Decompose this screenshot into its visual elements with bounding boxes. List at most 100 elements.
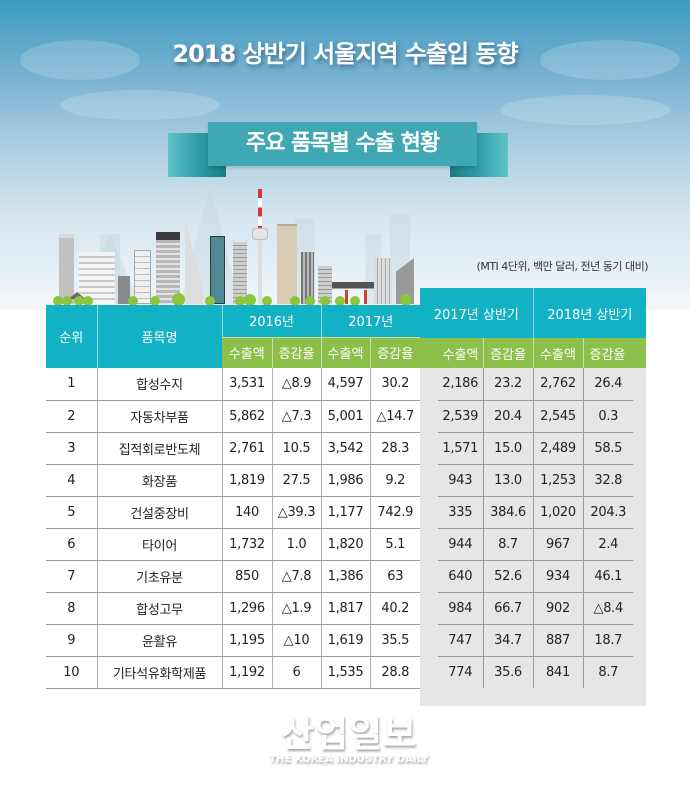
header-2016-export: 수출액 — [222, 336, 272, 368]
unit-note: (MTI 4단위, 백만 달러, 전년 동기 대비) — [476, 260, 649, 273]
pavilion — [68, 292, 86, 300]
change-2017-h1: 384.6 — [482, 496, 533, 529]
tree — [53, 296, 63, 306]
seoul-skyline-illustration — [0, 170, 690, 310]
change-2017: 5.1 — [369, 528, 420, 561]
export-2018-h1: 2,545 — [532, 400, 583, 433]
table-row: 7 기초유분 850 △7.8 1,386 63 — [46, 560, 420, 593]
header-2016: 2016년 — [221, 305, 321, 337]
table-row: 9 윤활유 1,195 △10 1,619 35.5 — [46, 624, 420, 657]
item-name: 타이어 — [96, 528, 222, 561]
export-2017: 1,820 — [320, 528, 370, 561]
tree — [262, 296, 272, 306]
table-row: 2 자동차부품 5,862 △7.3 5,001 △14.7 — [46, 400, 420, 433]
page-title: 2018 상반기 서울지역 수출입 동향 — [172, 40, 518, 68]
n-seoul-tower — [258, 189, 262, 304]
table-row: 943 13.0 1,253 32.8 — [420, 464, 646, 497]
change-2017-h1: 15.0 — [482, 432, 533, 465]
tree — [172, 293, 185, 306]
change-2017-h1: 20.4 — [482, 400, 533, 433]
item-name: 집적회로반도체 — [96, 432, 222, 465]
change-2018-h1: 58.5 — [582, 432, 633, 465]
table-row: 10 기타석유화학제품 1,192 6 1,535 28.8 — [46, 656, 420, 689]
building — [301, 252, 314, 304]
item-name: 윤활유 — [96, 624, 222, 657]
watermark-english: THE KOREA INDUSTRY DAILY — [269, 754, 429, 765]
rank: 3 — [46, 432, 97, 465]
header-item: 품목명 — [96, 305, 222, 368]
building — [233, 242, 247, 304]
item-name: 기타석유화학제품 — [96, 656, 222, 689]
change-2017: 40.2 — [369, 592, 420, 625]
tree — [74, 296, 84, 306]
export-2016: 3,531 — [221, 368, 272, 401]
rank: 10 — [46, 656, 97, 689]
table-row: 2,539 20.4 2,545 0.3 — [420, 400, 646, 433]
rank: 7 — [46, 560, 97, 593]
export-2016: 2,761 — [221, 432, 272, 465]
table-row: 1,571 15.0 2,489 58.5 — [420, 432, 646, 465]
export-2016: 1,296 — [221, 592, 272, 625]
export-2018-h1: 2,762 — [532, 368, 583, 401]
change-2017-h1: 35.6 — [482, 656, 533, 688]
building — [374, 258, 392, 304]
change-2016: △8.9 — [271, 368, 321, 401]
export-2017-h1: 2,186 — [438, 368, 483, 401]
change-2017-h1: 8.7 — [482, 528, 533, 561]
table-row: 984 66.7 902 △8.4 — [420, 592, 646, 625]
item-name: 자동차부품 — [96, 400, 222, 433]
rank: 5 — [46, 496, 97, 529]
building — [59, 234, 74, 304]
building — [210, 236, 225, 304]
table-row: 335 384.6 1,020 204.3 — [420, 496, 646, 529]
section-ribbon-title: 주요 품목별 수출 현황 — [208, 122, 477, 166]
tree — [400, 294, 412, 306]
export-2017-h1: 747 — [438, 624, 483, 657]
export-2017: 1,177 — [320, 496, 370, 529]
tree — [128, 296, 138, 306]
table-row: 944 8.7 967 2.4 — [420, 528, 646, 561]
export-2016: 140 — [221, 496, 272, 529]
header-2017-export: 수출액 — [320, 336, 370, 368]
table-row: 4 화장품 1,819 27.5 1,986 9.2 — [46, 464, 420, 497]
table-row: 640 52.6 934 46.1 — [420, 560, 646, 593]
tree — [320, 296, 330, 306]
export-2016: 1,819 — [221, 464, 272, 497]
change-2018-h1: 204.3 — [582, 496, 633, 529]
cloud-decoration — [540, 40, 680, 80]
tree — [235, 296, 245, 306]
table-row: 6 타이어 1,732 1.0 1,820 5.1 — [46, 528, 420, 561]
tree — [244, 294, 256, 306]
change-2016: △1.9 — [271, 592, 321, 625]
rank: 2 — [46, 400, 97, 433]
cloud-decoration — [60, 90, 220, 120]
change-2017: 28.8 — [369, 656, 420, 689]
change-2016: 1.0 — [271, 528, 321, 561]
export-2017: 3,542 — [320, 432, 370, 465]
export-2016: 5,862 — [221, 400, 272, 433]
export-2018-h1: 1,253 — [532, 464, 583, 497]
cloud-decoration — [500, 95, 670, 125]
export-2018-h1: 934 — [532, 560, 583, 593]
change-2017: △14.7 — [369, 400, 420, 433]
table-row: 3 집적회로반도체 2,761 10.5 3,542 28.3 — [46, 432, 420, 465]
change-2018-h1: 0.3 — [582, 400, 633, 433]
item-name: 기초유분 — [96, 560, 222, 593]
change-2017: 30.2 — [369, 368, 420, 401]
building — [318, 266, 332, 304]
change-2018-h1: 8.7 — [582, 656, 633, 688]
tree — [335, 296, 345, 306]
change-2017-h1: 13.0 — [482, 464, 533, 497]
header-2017h1-change: 증감율 — [482, 338, 533, 368]
change-2016: △10 — [271, 624, 321, 657]
table-row: 747 34.7 887 18.7 — [420, 624, 646, 657]
building — [396, 258, 414, 304]
export-2017: 1,535 — [320, 656, 370, 689]
header-2017h1-export: 수출액 — [420, 338, 483, 368]
export-2018-h1: 841 — [532, 656, 583, 688]
header-2018h1-change: 증감율 — [582, 338, 646, 368]
export-2018-h1: 902 — [532, 592, 583, 625]
change-2016: 10.5 — [271, 432, 321, 465]
building — [134, 250, 151, 304]
export-2018-h1: 1,020 — [532, 496, 583, 529]
